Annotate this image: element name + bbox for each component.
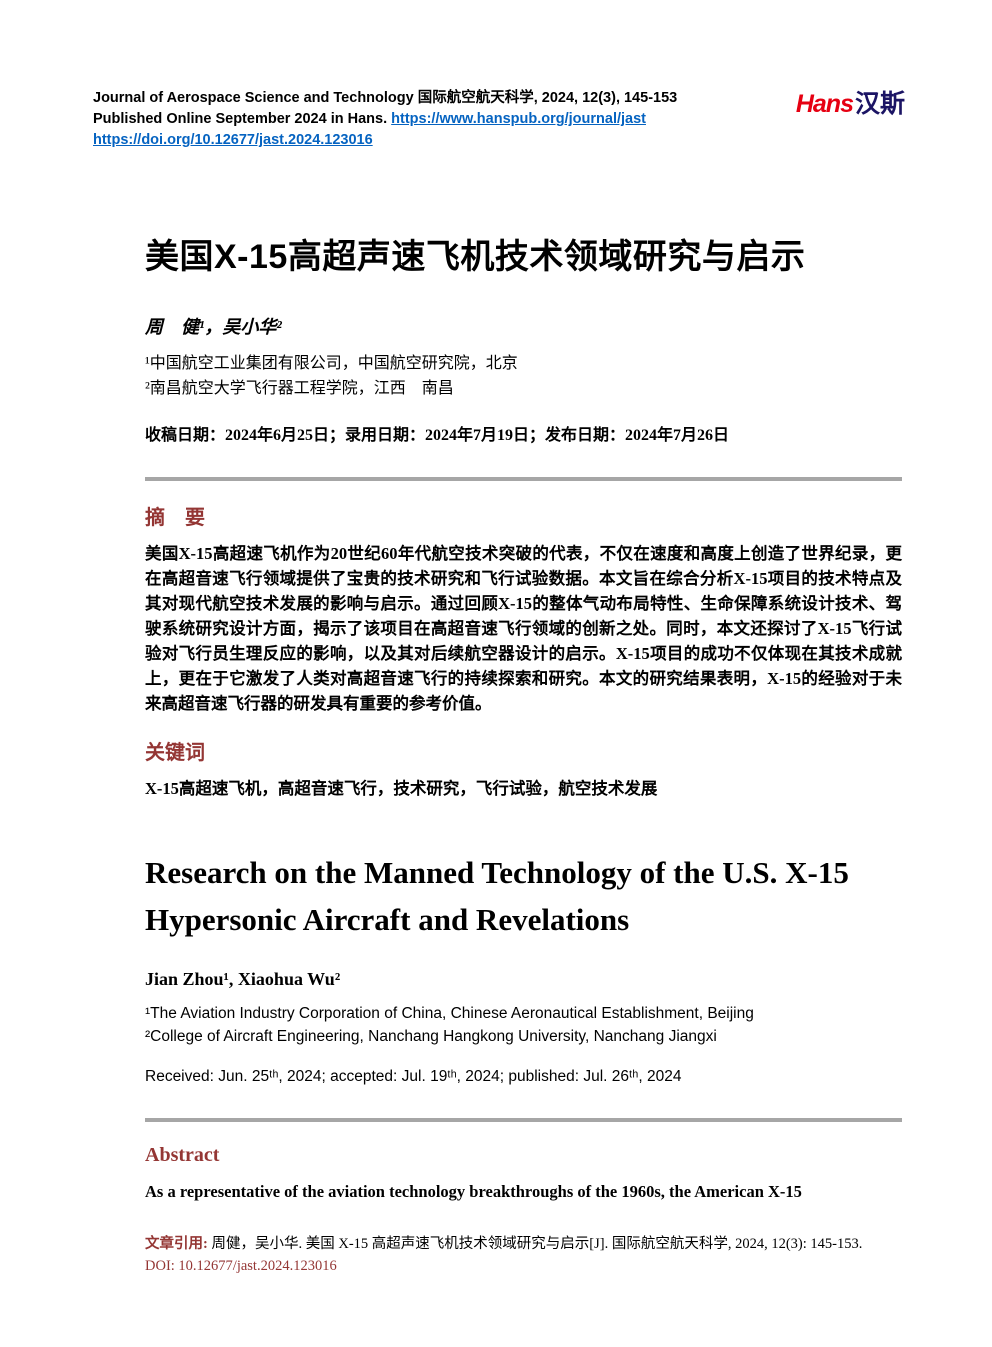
keywords-cn-heading: 关键词	[145, 741, 205, 764]
abstract-cn-text: 美国X-15高超速飞机作为20世纪60年代航空技术突破的代表，不仅在速度和高度上…	[145, 543, 902, 713]
citation-text: 周健，吴小华. 美国 X-15 高超声速飞机技术领域研究与启示[J]. 国际航空…	[211, 1236, 863, 1252]
citation-label: 文章引用:	[145, 1236, 212, 1252]
chinese-authors: 周 健¹，吴小华²	[145, 316, 282, 337]
hans-logo-latin: Hans	[795, 90, 854, 118]
published-prefix: Published Online September 2024 in Hans.	[93, 111, 392, 127]
citation-line: 文章引用: 周健，吴小华. 美国 X-15 高超声速飞机技术领域研究与启示[J]…	[145, 1233, 905, 1255]
chinese-dates-line: 收稿日期：2024年6月25日；录用日期：2024年7月19日；发布日期：202…	[145, 426, 730, 444]
doi-url-link[interactable]: https://doi.org/10.12677/jast.2024.12301…	[93, 132, 373, 148]
english-title: Research on the Manned Technology of the…	[145, 854, 849, 937]
english-affiliation-2: ²College of Aircraft Engineering, Nancha…	[145, 1027, 717, 1045]
article-body: 美国X-15高超声速飞机技术领域研究与启示 周 健¹，吴小华² ¹中国航空工业集…	[145, 0, 902, 1204]
chinese-title: 美国X-15高超声速飞机技术领域研究与启示	[145, 238, 806, 276]
abstract-cn-heading: 摘 要	[145, 506, 205, 529]
hans-logo-cn: 汉斯	[854, 90, 905, 118]
chinese-affiliation-1: ¹中国航空工业集团有限公司，中国航空研究院，北京	[145, 354, 518, 372]
english-received-line: Received: Jun. 25ᵗʰ, 2024; accepted: Jul…	[145, 1067, 682, 1085]
citation-footer: 文章引用: 周健，吴小华. 美国 X-15 高超声速飞机技术领域研究与启示[J]…	[145, 1233, 905, 1277]
english-affiliations: ¹The Aviation Industry Corporation of Ch…	[145, 1002, 902, 1048]
chinese-affiliation-2: ²南昌航空大学飞行器工程学院，江西 南昌	[145, 379, 454, 397]
abstract-en-heading: Abstract	[145, 1143, 220, 1166]
citation-doi: DOI: 10.12677/jast.2024.123016	[145, 1258, 337, 1274]
journal-title-line: Journal of Aerospace Science and Technol…	[93, 90, 678, 106]
chinese-affiliations: ¹中国航空工业集团有限公司，中国航空研究院，北京 ²南昌航空大学飞行器工程学院，…	[145, 351, 902, 401]
abstract-en-text: As a representative of the aviation tech…	[145, 1181, 802, 1201]
hans-logo: Hans汉斯	[796, 90, 905, 118]
english-affiliation-1: ¹The Aviation Industry Corporation of Ch…	[145, 1004, 754, 1022]
doi-line: https://doi.org/10.12677/jast.2024.12301…	[93, 130, 813, 151]
journal-url-link[interactable]: https://www.hanspub.org/journal/jast	[391, 111, 646, 127]
journal-header: Journal of Aerospace Science and Technol…	[93, 88, 813, 151]
published-line: Published Online September 2024 in Hans.…	[93, 109, 813, 130]
section-divider-bottom	[145, 1117, 902, 1122]
section-divider-top	[145, 476, 902, 481]
keywords-cn-text: X-15高超速飞机，高超音速飞行，技术研究，飞行试验，航空技术发展	[145, 778, 658, 798]
english-authors: Jian Zhou¹, Xiaohua Wu²	[145, 968, 341, 989]
